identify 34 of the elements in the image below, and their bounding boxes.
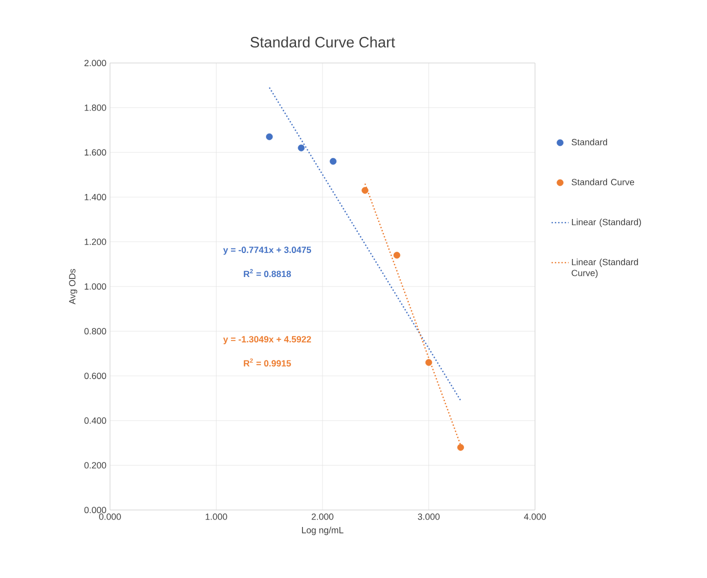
annotation: R$^{2}$ = 0.9915 xyxy=(244,358,291,367)
x-tick-label: 1.000 xyxy=(206,514,228,520)
point xyxy=(266,133,273,140)
x-tick-label: 3.000 xyxy=(418,514,440,520)
legend-label: Linear (Standard Curve) xyxy=(572,258,638,278)
legend-label: Linear (Standard) xyxy=(572,218,641,228)
y-tick-label: 0.600 xyxy=(84,372,106,380)
y-tick-label: 0.400 xyxy=(84,417,106,424)
y-tick-label: 0.000 xyxy=(84,506,106,514)
point xyxy=(330,158,337,165)
point xyxy=(298,144,305,152)
y-axis-title: Avg ODs xyxy=(69,268,78,304)
y-tick-label: 0.200 xyxy=(84,462,106,468)
legend-label: Standard Curve xyxy=(572,178,634,186)
y-tick-label: 0.800 xyxy=(84,328,106,334)
point xyxy=(362,187,368,194)
y-tick-label: 2.000 xyxy=(84,60,106,66)
annotation: R$^{2}$ = 0.8818 xyxy=(244,269,291,278)
y-tick-label: 1.600 xyxy=(84,149,106,156)
y-tick-label: 1.800 xyxy=(84,104,106,111)
annotation: y = -1.3049x + 4.5922 xyxy=(223,336,311,344)
x-axis-title: Log ng/mL xyxy=(302,526,344,536)
x-tick-label: 2.000 xyxy=(312,514,334,520)
point xyxy=(393,252,400,259)
y-tick-label: 1.200 xyxy=(84,238,106,245)
point xyxy=(425,359,432,366)
point xyxy=(457,444,464,451)
x-tick-label: 4.000 xyxy=(524,514,546,520)
y-tick-label: 1.000 xyxy=(84,283,106,290)
legend-label: Standard xyxy=(572,138,608,146)
x-tick-label: 0.000 xyxy=(99,514,121,520)
annotation: y = -0.7741x + 3.0475 xyxy=(223,246,312,255)
chart-title: Standard Curve Chart xyxy=(250,36,396,48)
y-tick-label: 1.400 xyxy=(84,194,106,200)
